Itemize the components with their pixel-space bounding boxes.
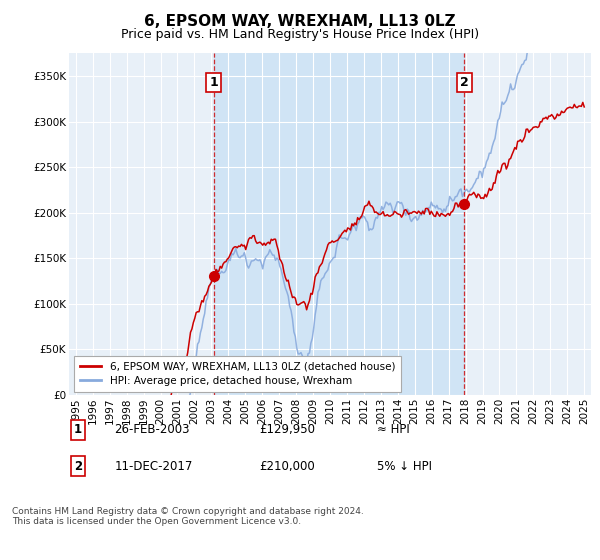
Text: 1: 1 bbox=[74, 423, 82, 436]
Text: £129,950: £129,950 bbox=[259, 423, 315, 436]
Text: 5% ↓ HPI: 5% ↓ HPI bbox=[377, 460, 432, 473]
Bar bbox=[214, 53, 464, 395]
Text: Contains HM Land Registry data © Crown copyright and database right 2024.
This d: Contains HM Land Registry data © Crown c… bbox=[12, 507, 364, 526]
Legend: 6, EPSOM WAY, WREXHAM, LL13 0LZ (detached house), HPI: Average price, detached h: 6, EPSOM WAY, WREXHAM, LL13 0LZ (detache… bbox=[74, 356, 401, 393]
Text: 26-FEB-2003: 26-FEB-2003 bbox=[115, 423, 190, 436]
Text: 6, EPSOM WAY, WREXHAM, LL13 0LZ: 6, EPSOM WAY, WREXHAM, LL13 0LZ bbox=[144, 14, 456, 29]
Text: 1: 1 bbox=[209, 76, 218, 88]
Text: ≈ HPI: ≈ HPI bbox=[377, 423, 410, 436]
Text: 11-DEC-2017: 11-DEC-2017 bbox=[115, 460, 193, 473]
Text: £210,000: £210,000 bbox=[259, 460, 315, 473]
Text: 2: 2 bbox=[74, 460, 82, 473]
Text: 2: 2 bbox=[460, 76, 469, 88]
Text: Price paid vs. HM Land Registry's House Price Index (HPI): Price paid vs. HM Land Registry's House … bbox=[121, 28, 479, 41]
